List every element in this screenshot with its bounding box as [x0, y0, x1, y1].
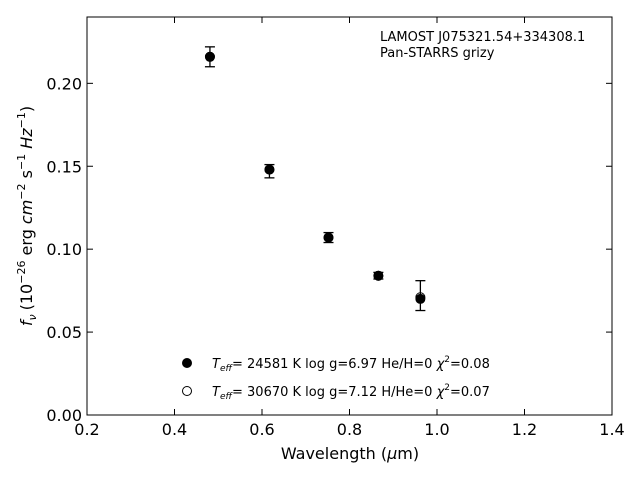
- x-tick-label: 0.6: [249, 420, 274, 439]
- y-tick-label: 0.20: [46, 74, 82, 93]
- plot-frame: [86, 16, 613, 416]
- legend-marker-filled: [182, 358, 192, 368]
- y-tick-label: 0.10: [46, 240, 82, 259]
- y-axis-label: fν(10−26 erg cm−2 s−1 Hz−1): [15, 106, 39, 326]
- y-tick-label: 0.15: [46, 157, 82, 176]
- y-tick-label: 0.05: [46, 323, 82, 342]
- x-tick-label: 1.2: [512, 420, 537, 439]
- data-points: [204, 51, 426, 304]
- x-tick-label: 0.4: [162, 420, 187, 439]
- x-tick-label: 1.4: [599, 420, 624, 439]
- x-axis-label: Wavelength (μm): [281, 444, 419, 463]
- model-point-open: [373, 270, 384, 281]
- x-tick-label: 0.2: [74, 420, 99, 439]
- x-tick-label: 1.0: [424, 420, 449, 439]
- legend: Teff= 24581 K log g=6.97 He/H=0 χ2=0.08 …: [182, 355, 490, 402]
- model-point-open: [323, 232, 334, 243]
- model-point-open: [264, 164, 275, 175]
- y-tick-label: 0.00: [46, 406, 82, 425]
- x-tick-label: 0.8: [337, 420, 362, 439]
- legend-entry-1: Teff= 24581 K log g=6.97 He/H=0 χ2=0.08: [212, 355, 490, 374]
- model-point-open: [204, 51, 215, 62]
- legend-marker-open: [182, 386, 192, 396]
- model-point-open: [415, 292, 426, 303]
- legend-entry-2: Teff= 30670 K log g=7.12 H/He=0 χ2=0.07: [212, 383, 490, 402]
- annotation-line-2: Pan-STARRS grizy: [380, 46, 495, 61]
- annotation-line-1: LAMOST J075321.54+334308.1: [380, 30, 585, 45]
